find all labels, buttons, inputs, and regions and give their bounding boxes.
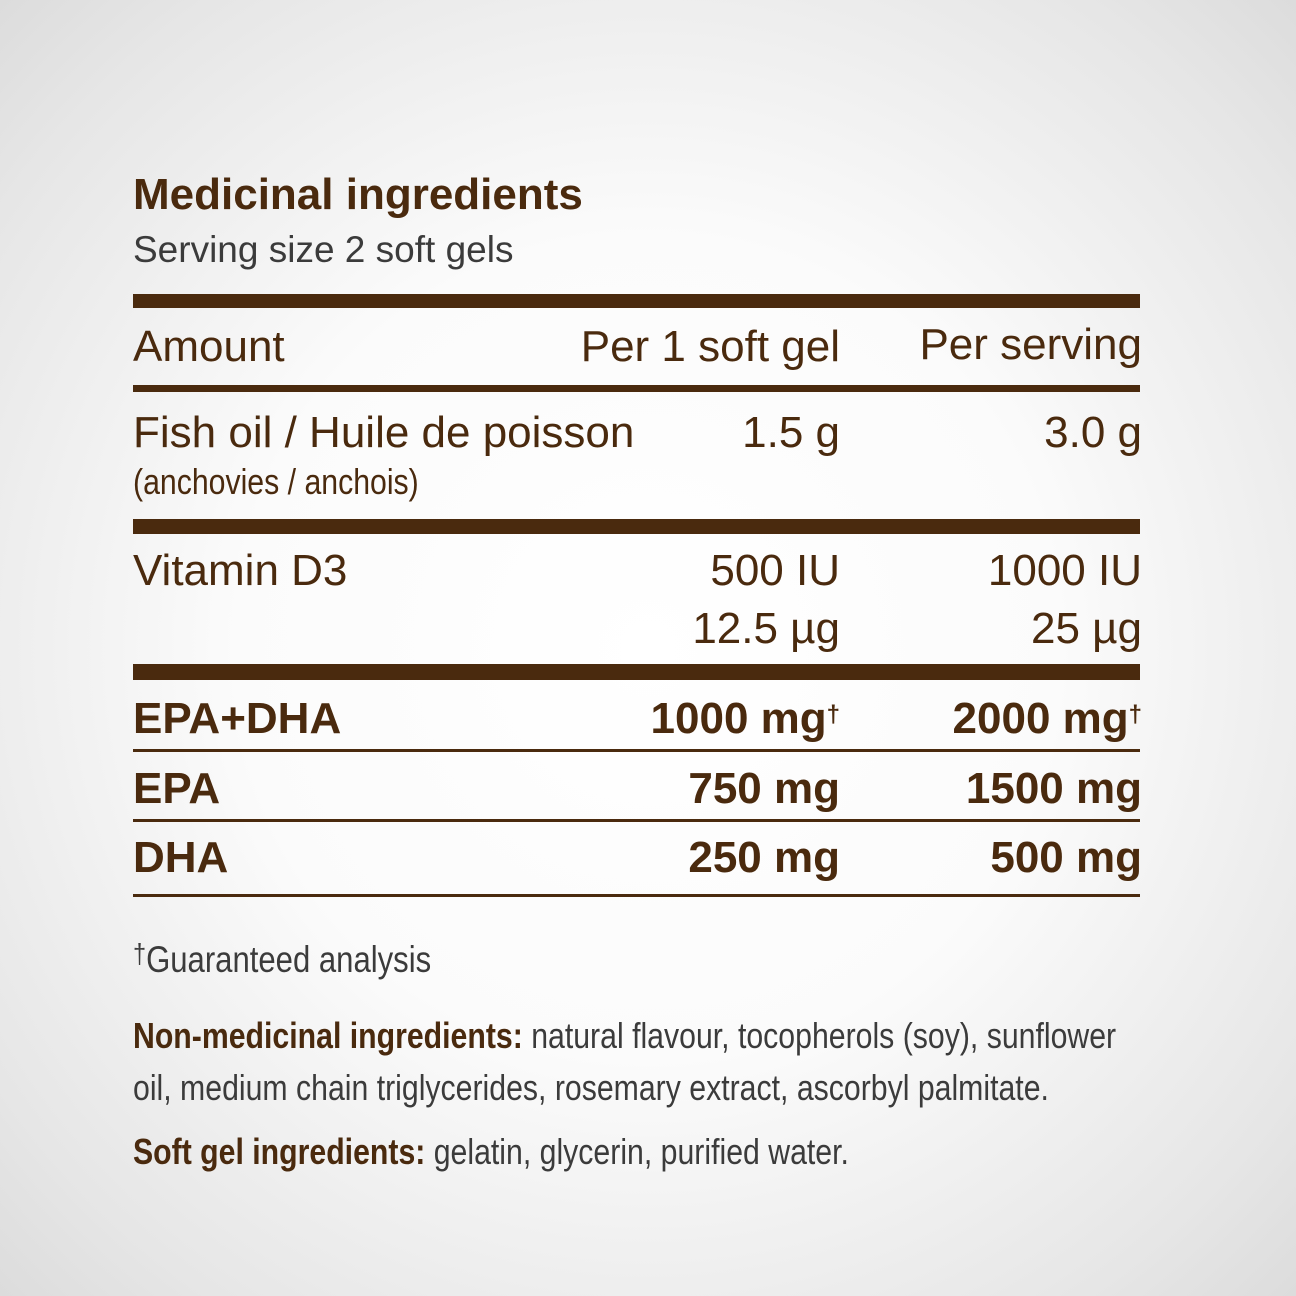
per-serving-value: 1500 mg [965,764,1142,813]
soft-gel-ingredients: Soft gel ingredients: gelatin, glycerin,… [133,1131,849,1172]
divider [133,664,1140,680]
divider [133,894,1140,897]
per-gel-value: 1.5 g [742,408,840,457]
dagger-mark: † [1128,701,1142,728]
ingredient-name: DHA [133,833,229,882]
per-serving-value-2: 25 µg [1031,604,1142,653]
serving-size: Serving size 2 soft gels [133,229,514,270]
per-serving-value: 2000 mg† [952,694,1142,743]
dagger-mark: † [826,701,840,728]
per-serving-value: 3.0 g [1044,408,1142,457]
soft-gel-label: Soft gel ingredients: [133,1131,426,1172]
ingredient-name: Fish oil / Huile de poisson [133,408,635,457]
divider [133,519,1140,534]
header-amount: Amount [133,322,285,371]
header-per-gel: Per 1 soft gel [580,322,840,371]
ingredient-name: EPA [133,764,221,813]
ingredient-source: (anchovies / anchois) [133,461,419,502]
per-gel-value: 250 mg [688,833,840,882]
divider [133,294,1140,308]
footnote: †Guaranteed analysis [133,938,432,980]
per-gel-value: 500 IU [710,546,840,595]
ingredient-name: Vitamin D3 [133,546,348,595]
per-serving-value: 1000 IU [987,546,1142,595]
non-medicinal-ingredients: Non-medicinal ingredients: natural flavo… [133,1015,1117,1108]
header-per-serving: Per serving [919,320,1142,369]
divider [133,819,1140,822]
ingredient-name: EPA+DHA [133,694,342,743]
divider [133,749,1140,752]
per-gel-value: 1000 mg† [650,694,840,743]
divider [133,385,1140,392]
per-gel-value-2: 12.5 µg [692,604,840,653]
page-title: Medicinal ingredients [133,170,583,219]
non-medicinal-label: Non-medicinal ingredients: [133,1015,523,1056]
per-gel-value: 750 mg [688,764,840,813]
per-serving-value: 500 mg [990,833,1142,882]
dagger-mark: † [133,938,147,969]
